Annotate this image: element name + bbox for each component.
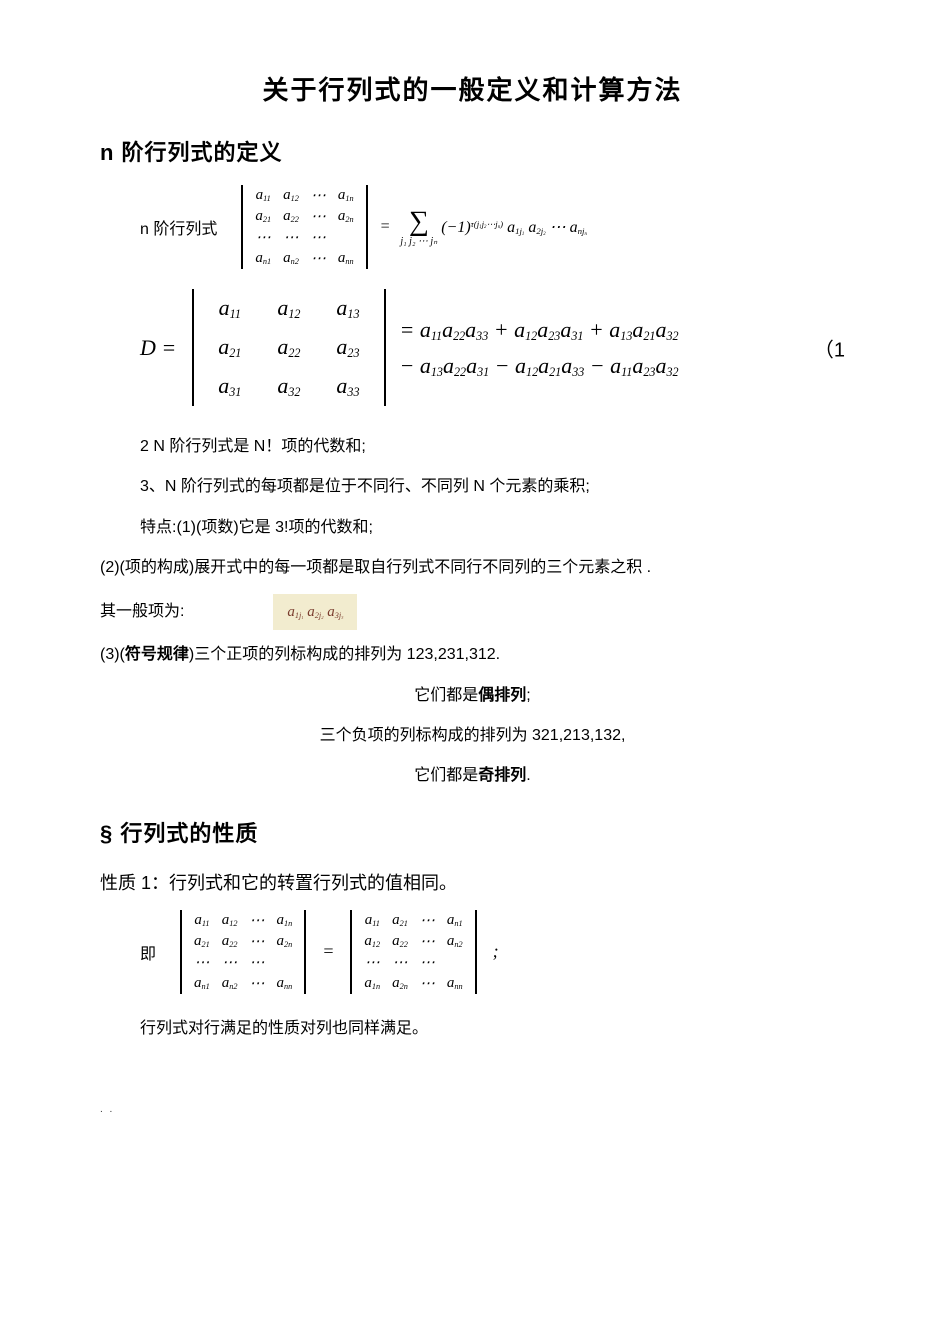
- bullet-2: 2 N 阶行列式是 N！项的代数和;: [140, 432, 845, 462]
- det-lhs: a11a12⋯a1n a21a22⋯a2n ⋯⋯⋯ an1an2⋯ann: [174, 910, 312, 994]
- equals-1: =: [380, 218, 391, 236]
- even-post: ;: [526, 687, 530, 704]
- odd-line: 它们都是奇排列.: [100, 761, 845, 791]
- sum-body: (−1)τ(j1j2⋯jn) a1j1 a2j2 ⋯ anjn: [441, 217, 587, 237]
- section2-heading: § 行列式的性质: [100, 816, 845, 848]
- expansion-line2: − a13a22a31 − a12a21a33 − a11a23a32: [400, 348, 679, 383]
- section1-heading: n 阶行列式的定义: [100, 135, 845, 167]
- equals-2: =: [322, 941, 334, 962]
- det-nxn-table: a11a12⋯a1n a21a22⋯a2n ⋯⋯⋯ an1an2⋯ann: [249, 185, 359, 269]
- eq-tail: ;: [493, 941, 499, 962]
- det-3x3: a11a12a13 a21a22a23 a31a32a33: [186, 289, 391, 406]
- general-term-label: 其一般项为:: [100, 603, 184, 620]
- transpose-equality: 即 a11a12⋯a1n a21a22⋯a2n ⋯⋯⋯ an1an2⋯ann =…: [140, 910, 845, 994]
- sigma-lower: j₁ j₂ ⋯ jₙ: [400, 236, 437, 247]
- feature-1: 特点:(1)(项数)它是 3!项的代数和;: [140, 513, 845, 543]
- even-pre: 它们都是: [414, 687, 478, 704]
- D-label: D =: [140, 335, 176, 361]
- even-bold: 偶排列: [478, 687, 526, 704]
- def-row-3x3: D = a11a12a13 a21a22a23 a31a32a33 = a11a…: [140, 289, 845, 406]
- equation-tag: （1: [814, 333, 845, 362]
- feature3-bold: 符号规律: [125, 646, 189, 663]
- footer-dots: . .: [100, 1104, 845, 1115]
- bullet-3: 3、N 阶行列式的每项都是位于不同行、不同列 N 个元素的乘积;: [140, 472, 845, 502]
- even-line: 它们都是偶排列;: [100, 681, 845, 711]
- sigma-icon: ∑ j₁ j₂ ⋯ jₙ: [400, 208, 437, 247]
- general-term-row: 其一般项为: a1j1 a2j2 a3j3: [100, 594, 845, 631]
- neg-terms-line: 三个负项的列标构成的排列为 321,213,132,: [100, 721, 845, 751]
- def-row-nxn: n 阶行列式 a11a12⋯a1n a21a22⋯a2n ⋯⋯⋯ an1an2⋯…: [140, 185, 845, 269]
- closing-line: 行列式对行满足的性质对列也同样满足。: [140, 1014, 845, 1044]
- def-lead: n 阶行列式: [140, 215, 217, 239]
- det-rhs: a11a21⋯an1 a12a22⋯an2 ⋯⋯⋯ a1na2n⋯ann: [344, 910, 482, 994]
- feature-3: (3)(符号规律)三个正项的列标构成的排列为 123,231,312.: [100, 640, 845, 670]
- feature-2: (2)(项的构成)展开式中的每一项都是取自行列式不同行不同列的三个元素之积 .: [100, 553, 845, 583]
- odd-post: .: [526, 767, 530, 784]
- expansion-stack: = a11a22a33 + a12a23a31 + a13a21a32 − a1…: [400, 312, 679, 382]
- eq-lead: 即: [140, 940, 156, 964]
- odd-bold: 奇排列: [478, 767, 526, 784]
- general-term-math: a1j1 a2j2 a3j3: [273, 594, 357, 631]
- feature3-pre: (3)(: [100, 646, 125, 663]
- feature3-post: )三个正项的列标构成的排列为 123,231,312.: [189, 646, 500, 663]
- odd-pre: 它们都是: [414, 767, 478, 784]
- page-title: 关于行列式的一般定义和计算方法: [100, 70, 845, 107]
- property-1: 性质 1：行列式和它的转置行列式的值相同。: [100, 866, 845, 900]
- det-nxn: a11a12⋯a1n a21a22⋯a2n ⋯⋯⋯ an1an2⋯ann: [235, 185, 373, 269]
- expansion-line1: = a11a22a33 + a12a23a31 + a13a21a32: [400, 312, 679, 347]
